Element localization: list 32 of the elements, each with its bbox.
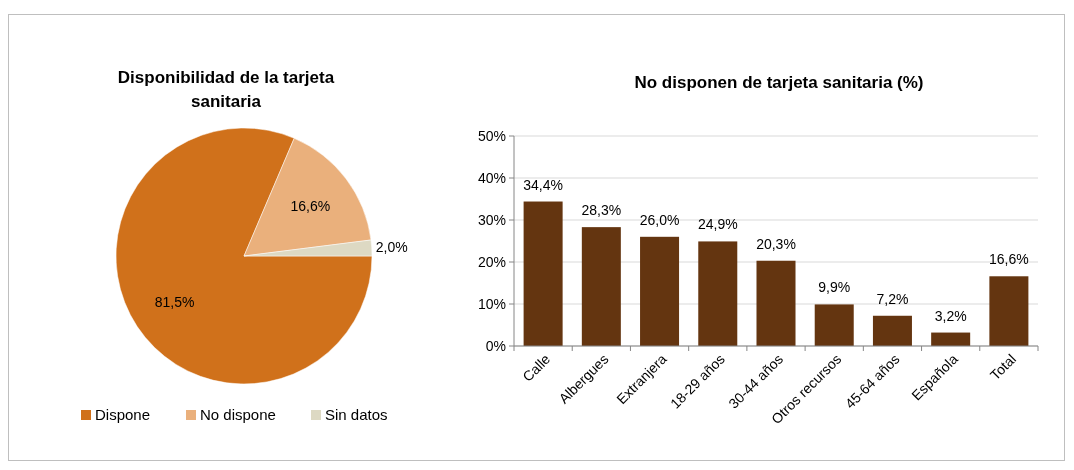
data-label: 16,6% xyxy=(989,251,1029,268)
legend-label: No dispone xyxy=(200,406,276,423)
data-label: 3,2% xyxy=(934,307,967,324)
bar xyxy=(698,241,738,346)
data-label: 16,6% xyxy=(290,197,331,214)
chart-title: No disponen de tarjeta sanitaria (%) xyxy=(634,73,924,92)
legend-label: Dispone xyxy=(95,406,151,423)
bar xyxy=(523,201,563,346)
y-tick-label: 10% xyxy=(477,296,506,312)
bar xyxy=(989,276,1029,346)
data-label: 26,0% xyxy=(639,211,680,228)
data-label: 9,9% xyxy=(818,279,851,296)
data-label: 24,9% xyxy=(697,216,738,233)
data-label: 2,0% xyxy=(375,238,408,255)
data-label: 81,5% xyxy=(154,293,195,310)
data-label: 34,4% xyxy=(523,176,563,193)
y-tick-label: 30% xyxy=(477,212,506,228)
bar xyxy=(640,236,680,346)
pie-slice xyxy=(115,127,373,385)
data-label: 20,3% xyxy=(756,235,796,252)
y-tick-label: 40% xyxy=(477,170,506,186)
bar xyxy=(872,315,912,346)
legend-label: Sin datos xyxy=(325,406,388,423)
bar xyxy=(814,304,854,346)
data-label: 28,3% xyxy=(581,202,622,219)
y-tick-label: 50% xyxy=(477,128,506,144)
y-tick-label: 0% xyxy=(485,338,506,354)
bar xyxy=(756,260,796,346)
y-tick-label: 20% xyxy=(477,254,506,270)
bar xyxy=(581,227,621,346)
chart-title: Disponibilidad de la tarjeta sanitaria xyxy=(117,68,335,111)
data-label: 7,2% xyxy=(876,290,909,307)
